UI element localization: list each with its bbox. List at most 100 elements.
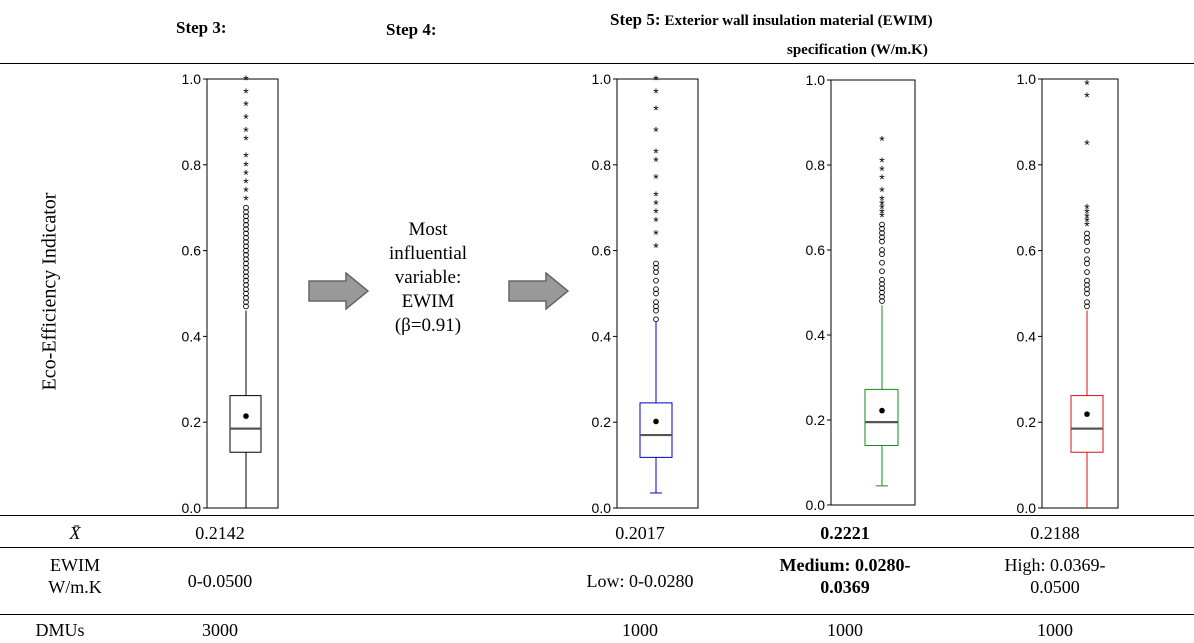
outlier-star: * (653, 205, 659, 221)
outlier-circle (243, 286, 249, 293)
outlier-circle (243, 226, 249, 233)
outlier-star: * (653, 188, 659, 204)
outlier-circle (879, 285, 885, 292)
outlier-star: * (1084, 89, 1090, 105)
outlier-circle (1084, 230, 1090, 237)
step4-text-line5: (β=0.91) (394, 315, 462, 336)
outlier-star: * (653, 154, 659, 170)
outlier-circle (879, 298, 885, 304)
outlier-star: * (879, 196, 885, 212)
box-iqr (229, 395, 262, 453)
y-tick-label: 0.6 (592, 243, 612, 259)
outlier-circle (653, 277, 659, 284)
y-tick-label: 0.4 (1017, 328, 1037, 344)
y-tick-label: 0.8 (806, 157, 826, 173)
mean-row-label: X̄ (69, 523, 81, 543)
outlier-circle (243, 290, 249, 297)
outlier-circle (653, 290, 659, 297)
outlier-star: * (653, 226, 659, 242)
plot-frame (616, 78, 699, 509)
mean-medium: 0.2221 (820, 523, 870, 543)
ewim-medium-line2: 0.0369 (820, 577, 870, 597)
y-tick-label: 0.4 (592, 328, 612, 344)
outlier-circle (243, 264, 249, 271)
outlier-circle (879, 234, 885, 241)
ewim-row-label-line2: W/m.K (48, 577, 102, 597)
outlier-star: * (653, 72, 659, 88)
outlier-star: * (1084, 218, 1090, 234)
y-tick-label: 1.0 (1017, 71, 1037, 87)
arrow-right-icon (308, 272, 370, 310)
outlier-star: * (1084, 214, 1090, 230)
outlier-star: * (879, 205, 885, 221)
y-tick-label: 1.0 (806, 72, 826, 88)
outlier-star: * (879, 171, 885, 187)
outlier-star: * (1084, 201, 1090, 217)
outlier-circle (653, 316, 659, 323)
outlier-star: * (653, 214, 659, 230)
step4-text: Most influential variable: EWIM (β=0.91) (368, 218, 488, 338)
outlier-circle (1084, 290, 1090, 297)
outlier-star: * (243, 192, 249, 208)
outlier-circle (243, 204, 249, 211)
mean-low: 0.2017 (615, 523, 665, 543)
outlier-circle (243, 209, 249, 215)
step5-title: Exterior wall insulation material (EWIM) (664, 13, 933, 29)
outlier-circle (1084, 247, 1090, 254)
outlier-star: * (1084, 209, 1090, 225)
step5-label: Step 5: (610, 10, 661, 29)
mean-marker (243, 413, 249, 419)
outlier-circle (243, 217, 249, 224)
dmus-high: 1000 (1037, 620, 1073, 640)
outlier-star: * (653, 145, 659, 161)
header-rule (0, 63, 1194, 64)
ewim-high-line2: 0.0500 (1030, 577, 1080, 597)
outlier-circle (243, 230, 249, 237)
step4-text-line3: variable: (394, 267, 462, 288)
outlier-star: * (653, 196, 659, 212)
box-iqr (864, 388, 899, 446)
outlier-star: * (243, 85, 249, 101)
outlier-star: * (879, 192, 885, 208)
step4-text-line2: influential (388, 243, 468, 264)
outlier-circle (879, 268, 885, 275)
outlier-circle (243, 243, 249, 250)
step4-header: Step 4: (386, 20, 437, 39)
y-tick-label: 0.8 (592, 157, 612, 173)
outlier-circle (243, 222, 249, 228)
outlier-circle (653, 260, 659, 267)
outlier-circle (879, 276, 885, 283)
ewim-low: Low: 0-0.0280 (586, 571, 694, 591)
outlier-star: * (653, 171, 659, 187)
step4-text-line1: Most (408, 219, 448, 240)
outlier-star: * (243, 166, 249, 182)
outlier-star: * (243, 123, 249, 139)
outlier-star: * (653, 102, 659, 118)
y-tick-label: 0.2 (806, 412, 826, 428)
outlier-star: * (653, 239, 659, 255)
outlier-circle (243, 277, 249, 284)
outlier-star: * (1084, 136, 1090, 152)
outlier-circle (243, 239, 249, 245)
outlier-circle (243, 234, 249, 241)
outlier-star: * (879, 162, 885, 178)
outlier-circle (653, 303, 659, 310)
outlier-circle (653, 264, 659, 271)
y-tick-label: 0.6 (1017, 243, 1037, 259)
outlier-circle (653, 307, 659, 314)
outlier-star: * (879, 201, 885, 217)
outlier-circle (1084, 303, 1090, 310)
dmus-step3: 3000 (202, 620, 238, 640)
plot-frame (1041, 78, 1119, 509)
ewim-medium: Medium: 0.0280- 0.0369 (755, 554, 935, 598)
outlier-star: * (243, 175, 249, 191)
outlier-star: * (879, 133, 885, 149)
outlier-circle (1084, 299, 1090, 305)
ewim-row-label: EWIM W/m.K (10, 554, 140, 598)
y-tick-label: 0.4 (182, 328, 202, 344)
outlier-circle (243, 299, 249, 305)
y-tick-label: 0.6 (182, 243, 202, 259)
outlier-circle (1084, 239, 1090, 245)
y-tick-label: 0.0 (806, 497, 826, 513)
outlier-star: * (879, 209, 885, 225)
